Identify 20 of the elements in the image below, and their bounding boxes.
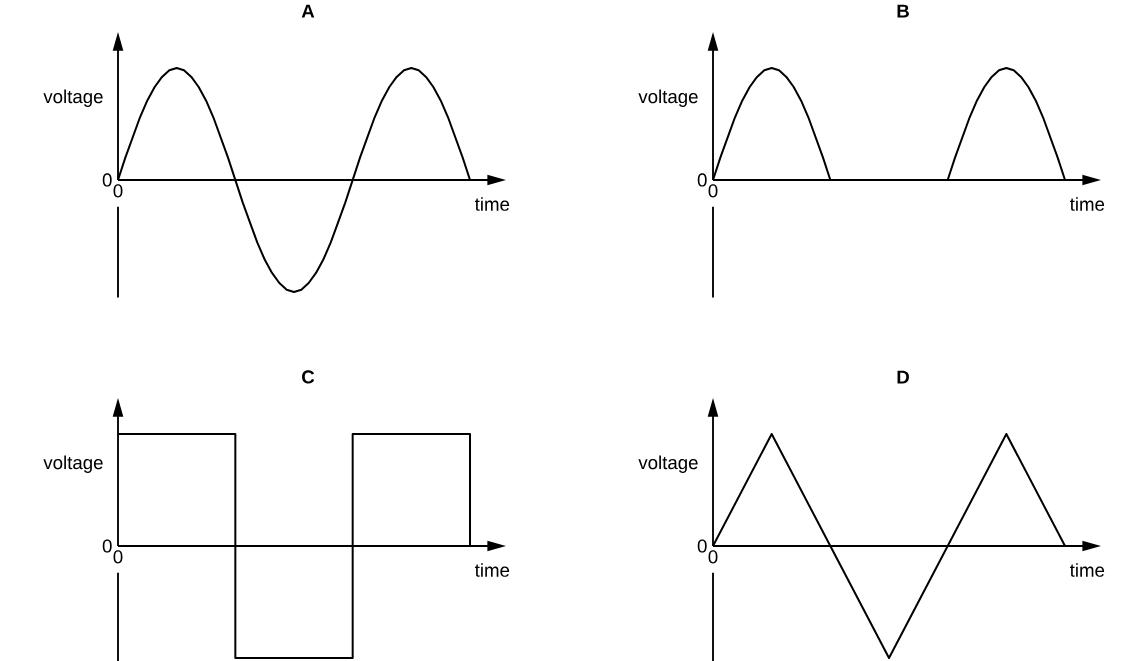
annotation: 0 — [708, 550, 718, 564]
x-axis-title: time — [474, 197, 510, 211]
text: 0 — [102, 173, 112, 187]
chart-title: A — [301, 4, 315, 18]
x-axis-title: time — [1069, 563, 1105, 577]
y-axis-title: voltage — [43, 455, 103, 473]
text: 0 — [697, 539, 707, 553]
x-axis-title: time — [1069, 197, 1105, 211]
y-axis-title: voltage — [638, 455, 698, 473]
annotation: 0 — [113, 550, 123, 564]
annotation: 0 — [113, 184, 123, 198]
chart-title: B — [897, 4, 909, 18]
text: 0 — [102, 539, 112, 553]
chart-title: D — [897, 370, 909, 384]
chart-title: C — [302, 370, 315, 384]
x-axis-title: time — [474, 563, 510, 577]
y-axis-title: voltage — [638, 89, 698, 107]
text: 0 — [708, 184, 718, 198]
text: 0 — [697, 173, 707, 187]
y-axis-title: voltage — [43, 89, 103, 107]
